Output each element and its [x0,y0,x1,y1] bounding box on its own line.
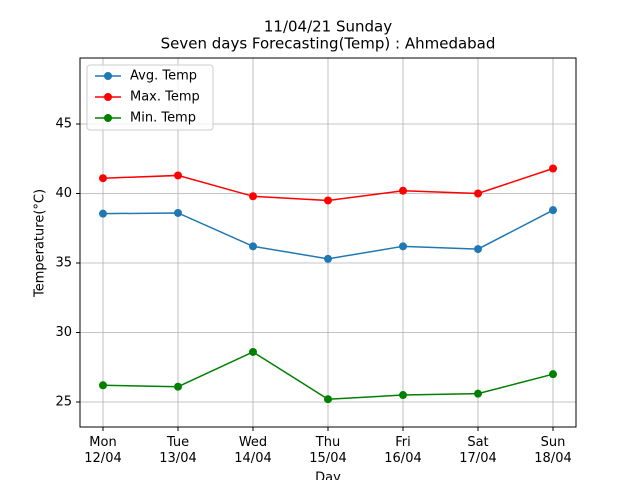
point [174,171,182,180]
point [99,381,107,390]
legend-label: Avg. Temp [130,69,197,84]
point [324,395,332,404]
point [174,208,182,217]
point [549,206,557,215]
point [399,186,407,195]
y-tick-label: 25 [55,394,72,409]
y-axis-label: Temperature(°C) [33,189,48,298]
point [474,389,482,398]
y-tick-label: 30 [55,325,72,340]
x-tick-label: Wed 14/04 [234,435,272,466]
point [474,189,482,198]
point [549,164,557,173]
chart-subtitle: Seven days Forecasting(Temp) : Ahmedabad [161,35,496,53]
point [474,245,482,254]
y-tick-label: 45 [55,117,72,132]
y-tick-label: 40 [55,186,72,201]
point [99,209,107,218]
y-tick-label: 35 [55,256,72,271]
point [399,391,407,400]
point [324,196,332,205]
point [249,347,257,356]
plot-frame [79,57,577,428]
point [99,174,107,183]
point [399,242,407,251]
x-tick-label: Sat 17/04 [459,435,497,466]
legend-box [86,64,214,131]
x-tick-label: Tue 13/04 [159,435,197,466]
legend-marker [104,93,112,101]
point [549,370,557,379]
point [174,382,182,391]
chart-title: 11/04/21 Sunday [264,18,392,36]
legend-label: Min. Temp [130,111,196,126]
point [324,254,332,263]
legend-marker [104,114,112,122]
x-tick-label: Mon 12/04 [84,435,122,466]
legend-marker [104,72,112,80]
x-tick-label: Fri 16/04 [384,435,422,466]
x-tick-label: Thu 15/04 [309,435,347,466]
x-tick-label: Sun 18/04 [534,435,572,466]
legend-label: Max. Temp [130,90,200,105]
x-axis-label: Day [315,471,341,480]
point [249,242,257,251]
point [249,192,257,201]
